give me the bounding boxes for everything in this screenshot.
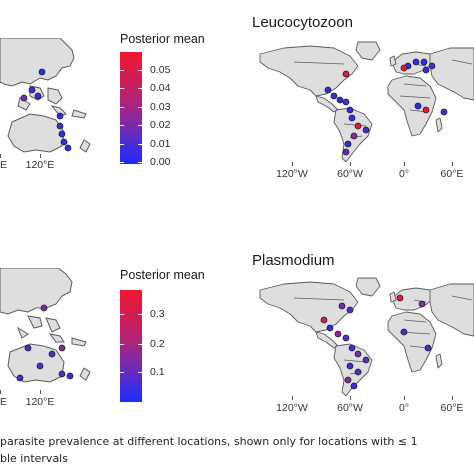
site-point xyxy=(400,328,408,336)
site-point xyxy=(420,58,428,66)
axis-label-60w: 60°W xyxy=(337,168,363,180)
top-left-map xyxy=(0,38,100,153)
site-point xyxy=(320,316,328,324)
site-point xyxy=(28,86,36,94)
axis-label-left-partial: E xyxy=(0,396,8,408)
site-point xyxy=(428,62,436,70)
legend-tick-label: 0.01 xyxy=(150,138,171,150)
site-point xyxy=(354,122,362,130)
caption-line-1: parasite prevalence at different locatio… xyxy=(0,435,418,448)
legend-tick-label: 0.04 xyxy=(150,82,171,94)
site-point xyxy=(354,368,362,376)
color-scale-bar xyxy=(120,290,142,402)
site-point xyxy=(350,382,358,390)
site-point xyxy=(40,304,48,312)
site-point xyxy=(362,126,370,134)
site-point xyxy=(336,96,344,104)
site-point xyxy=(424,344,432,352)
site-point xyxy=(58,130,66,138)
site-point xyxy=(346,362,354,370)
axis-label-left-partial: E xyxy=(0,159,8,171)
site-point xyxy=(362,356,370,364)
site-point xyxy=(326,324,334,332)
site-point xyxy=(396,294,404,302)
axis-label-60w: 60°W xyxy=(337,402,363,414)
site-point xyxy=(338,302,346,310)
site-point xyxy=(418,300,426,308)
legend-tick-label: 0.00 xyxy=(150,156,171,168)
legend-tick-label: 0.3 xyxy=(150,308,165,320)
axis-label-120w: 120°W xyxy=(276,168,308,180)
site-point xyxy=(342,148,350,156)
site-point xyxy=(334,330,342,338)
site-point xyxy=(36,362,44,370)
site-point xyxy=(64,144,72,152)
axis-label-0: 0° xyxy=(398,168,410,180)
legend-tick-label: 0.2 xyxy=(150,338,165,350)
legend-title: Posterior mean xyxy=(120,32,205,46)
axis-label-0: 0° xyxy=(398,402,410,414)
axis-label-60e: 60°E xyxy=(440,168,464,180)
site-point xyxy=(324,86,332,94)
site-point xyxy=(342,334,350,342)
site-point xyxy=(348,114,356,122)
site-point xyxy=(422,106,430,114)
bottom-left-map xyxy=(0,268,100,388)
site-point xyxy=(422,66,430,74)
world-map-leucocytozoon xyxy=(254,40,474,162)
site-point xyxy=(24,344,32,352)
site-point xyxy=(56,122,64,130)
site-point xyxy=(58,344,66,352)
site-point xyxy=(56,112,64,120)
site-point xyxy=(66,372,74,380)
site-point xyxy=(400,64,408,72)
site-point xyxy=(60,138,68,146)
site-point xyxy=(344,140,352,148)
axis-label-120w: 120°W xyxy=(276,402,308,414)
legend-tick-label: 0.1 xyxy=(150,366,165,378)
legend-tick-label: 0.02 xyxy=(150,119,171,131)
legend-tick-label: 0.03 xyxy=(150,101,171,113)
site-point xyxy=(58,370,66,378)
site-point xyxy=(48,350,56,358)
site-point xyxy=(342,98,350,106)
site-point xyxy=(412,58,420,66)
site-point xyxy=(20,94,28,102)
site-point xyxy=(350,132,358,140)
color-scale-bar xyxy=(120,52,142,164)
site-point xyxy=(348,344,356,352)
panel-title-leucocytozoon: Leucocytozoon xyxy=(252,14,353,31)
caption-line-2: ble intervals xyxy=(0,452,68,465)
axis-label-120e: 120°E xyxy=(25,159,55,171)
site-point xyxy=(354,350,362,358)
figure-caption: parasite prevalence at different locatio… xyxy=(0,433,474,467)
site-point xyxy=(440,108,448,116)
axis-label-120e: 120°E xyxy=(25,396,55,408)
world-map-plasmodium xyxy=(254,276,474,396)
site-point xyxy=(34,92,42,100)
site-point xyxy=(344,376,352,384)
site-point xyxy=(414,102,422,110)
site-point xyxy=(346,106,354,114)
site-point xyxy=(38,68,46,76)
axis-label-60e: 60°E xyxy=(440,402,464,414)
site-point xyxy=(346,306,354,314)
panel-title-plasmodium: Plasmodium xyxy=(252,252,335,269)
legend-title: Posterior mean xyxy=(120,268,205,282)
site-point xyxy=(16,374,24,382)
site-point xyxy=(342,70,350,78)
site-point xyxy=(330,92,338,100)
legend-tick-label: 0.05 xyxy=(150,64,171,76)
